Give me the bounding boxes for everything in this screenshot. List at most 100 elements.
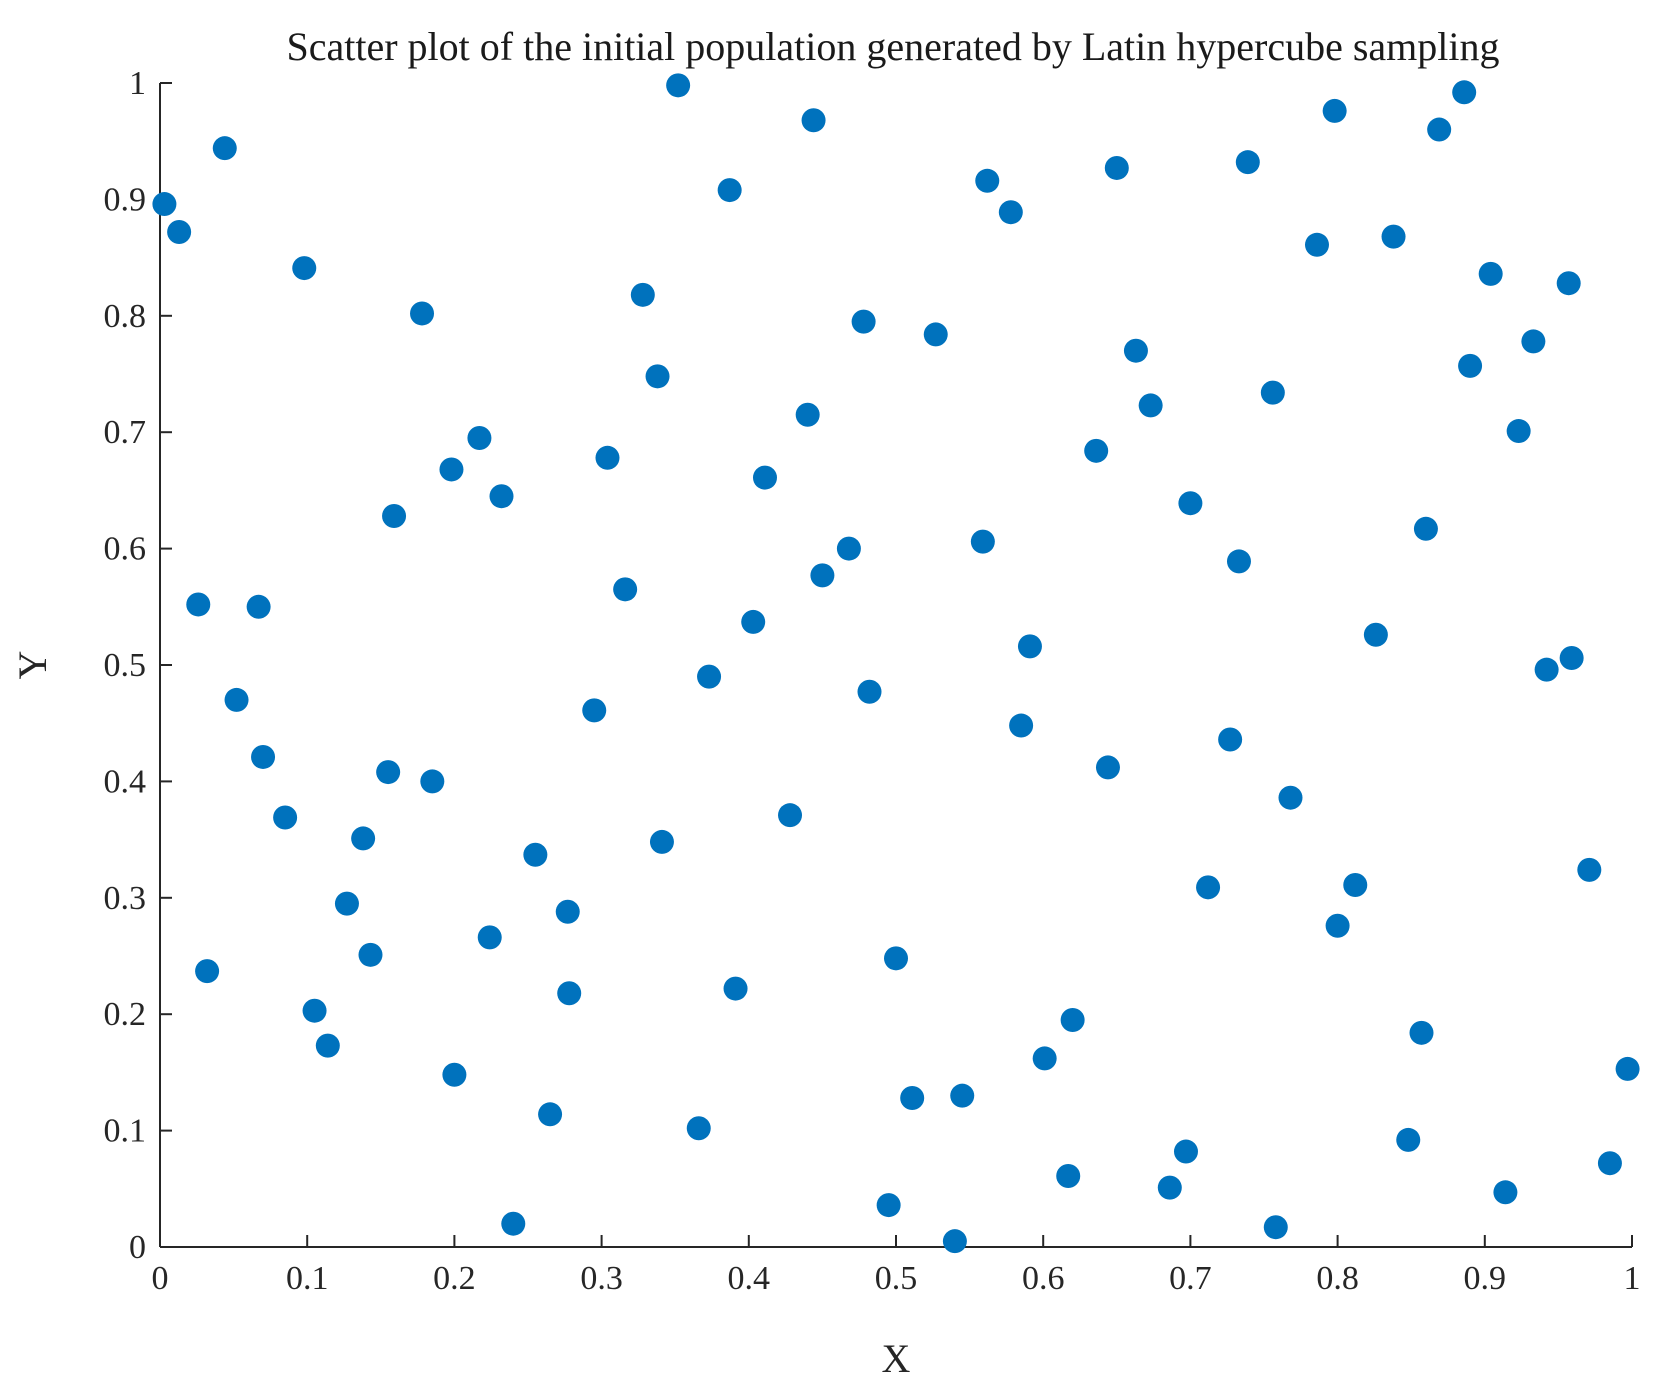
scatter-point — [851, 309, 876, 334]
scatter-point — [1056, 1163, 1081, 1188]
scatter-point — [595, 445, 620, 470]
scatter-point — [970, 529, 995, 554]
scatter-point — [351, 826, 376, 851]
scatter-point — [666, 73, 691, 98]
scatter-point — [501, 1211, 526, 1236]
scatter-point — [1322, 98, 1347, 123]
scatter-point — [1263, 1215, 1288, 1240]
scatter-point — [1458, 353, 1483, 378]
x-tick-label: 0.1 — [286, 1260, 329, 1297]
scatter-point — [645, 364, 670, 389]
scatter-point — [1478, 261, 1503, 286]
scatter-point — [1493, 1180, 1518, 1205]
scatter-point — [376, 760, 401, 785]
scatter-point — [1178, 491, 1203, 516]
scatter-point — [582, 698, 607, 723]
scatter-point — [467, 426, 492, 451]
scatter-point — [251, 744, 276, 769]
y-tick-label: 0.5 — [104, 647, 147, 684]
scatter-point — [1017, 634, 1042, 659]
scatter-point — [152, 192, 177, 217]
scatter-point — [334, 891, 359, 916]
scatter-point — [630, 282, 655, 307]
scatter-point — [1095, 755, 1120, 780]
scatter-point — [1577, 857, 1602, 882]
plot-axes — [159, 83, 1632, 1248]
y-tick-label: 0.2 — [104, 996, 147, 1033]
scatter-point — [942, 1229, 967, 1254]
scatter-point — [555, 899, 580, 924]
y-tick-label: 0.9 — [104, 181, 147, 218]
scatter-point — [538, 1102, 563, 1127]
scatter-point — [1597, 1151, 1622, 1176]
scatter-point — [439, 457, 464, 482]
scatter-point — [1343, 872, 1368, 897]
x-tick-label: 0.8 — [1316, 1260, 1359, 1297]
scatter-point — [950, 1083, 975, 1108]
scatter-point — [195, 959, 220, 984]
scatter-point — [1278, 785, 1303, 810]
scatter-point — [1363, 622, 1388, 647]
scatter-point — [613, 577, 638, 602]
scatter-point — [1556, 271, 1581, 296]
scatter-point — [1452, 80, 1477, 105]
x-tick-label: 0.6 — [1022, 1260, 1065, 1297]
scatter-point — [246, 594, 271, 619]
scatter-point — [410, 301, 435, 326]
scatter-point — [717, 178, 742, 203]
scatter-point — [167, 219, 192, 244]
y-tick-label: 0 — [129, 1229, 146, 1266]
scatter-point — [1123, 338, 1148, 363]
scatter-point — [1396, 1127, 1421, 1152]
scatter-point — [186, 592, 211, 617]
scatter-point — [442, 1062, 467, 1087]
y-tick-label: 0.1 — [104, 1113, 147, 1150]
scatter-point — [1381, 224, 1406, 249]
scatter-point — [1084, 438, 1109, 463]
scatter-point — [900, 1086, 925, 1111]
scatter-point — [1196, 875, 1221, 900]
scatter-point — [224, 687, 249, 712]
scatter-point — [212, 136, 237, 161]
scatter-point — [1260, 380, 1285, 405]
scatter-point — [836, 536, 861, 561]
y-tick-label: 0.4 — [104, 763, 147, 800]
scatter-point — [1559, 646, 1584, 671]
scatter-point — [923, 322, 948, 347]
scatter-point — [649, 829, 674, 854]
scatter-point — [1157, 1175, 1182, 1200]
scatter-point — [1409, 1020, 1434, 1045]
scatter-point — [1060, 1008, 1085, 1033]
scatter-point — [741, 609, 766, 634]
scatter-point — [358, 942, 383, 967]
scatter-point — [1615, 1056, 1640, 1081]
scatter-point — [876, 1193, 901, 1218]
scatter-point — [1304, 232, 1329, 257]
scatter-point — [975, 168, 1000, 193]
scatter-point — [523, 842, 548, 867]
x-tick-label: 1 — [1624, 1260, 1641, 1297]
scatter-point — [1521, 329, 1546, 354]
scatter-point — [723, 976, 748, 1001]
scatter-point — [557, 981, 582, 1006]
scatter-points — [152, 73, 1640, 1254]
scatter-point — [1173, 1139, 1198, 1164]
scatter-point — [1104, 155, 1129, 180]
scatter-point — [382, 504, 407, 529]
scatter-point — [884, 946, 908, 971]
y-tick-label: 0.3 — [104, 880, 147, 917]
x-tick-label: 0.4 — [728, 1260, 771, 1297]
x-axis-ticks: 0 0.1 0.2 0.3 0.4 0.5 0.6 0.7 0.8 0.9 1 — [152, 1235, 1641, 1297]
scatter-point — [315, 1033, 340, 1058]
scatter-point — [697, 664, 722, 689]
scatter-point — [857, 679, 882, 704]
y-tick-label: 0.7 — [104, 414, 147, 451]
scatter-point — [1032, 1046, 1057, 1071]
scatter-point — [489, 484, 514, 509]
scatter-point — [420, 769, 445, 794]
scatter-point — [998, 200, 1023, 225]
scatter-point — [273, 805, 298, 830]
scatter-point — [801, 108, 826, 133]
scatter-point — [302, 998, 327, 1023]
